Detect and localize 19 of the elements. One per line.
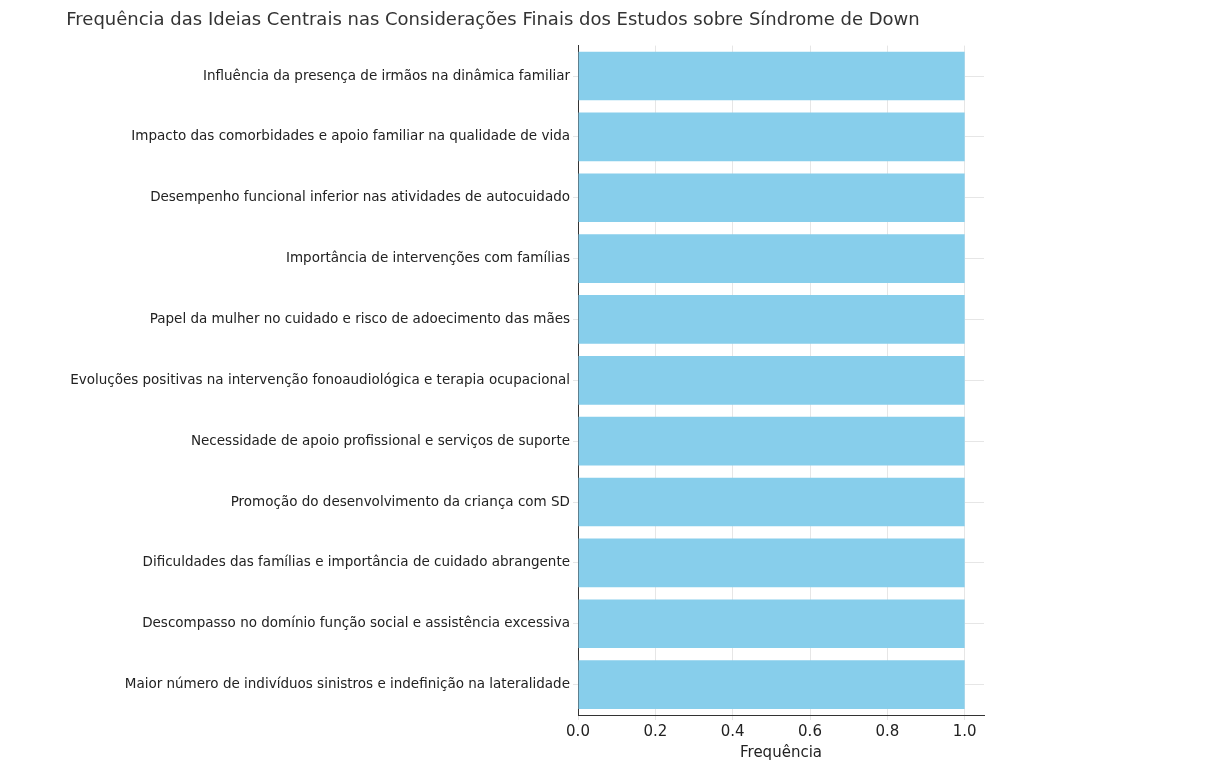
y-tick-label: Papel da mulher no cuidado e risco de adoecimento das mães	[149, 309, 570, 326]
y-tick-label: Desempenho funcional inferior nas atividades de autocuidado	[150, 188, 570, 205]
y-tick-label: Influência da presença de irmãos na dinâmica familiar	[203, 66, 571, 83]
x-tick-label: 0.8	[875, 721, 900, 740]
chart-title: Frequência das Ideias Centrais nas Considerações Finais dos Estudos sobre Síndrome de Down	[66, 8, 920, 30]
x-axis-title: Frequência	[740, 742, 822, 761]
y-tick-label: Maior número de indivíduos sinistros e indefinição na lateralidade	[124, 675, 570, 692]
x-tick-label: 0.0	[566, 721, 590, 740]
y-tick-label: Descompasso no domínio função social e assistência excessiva	[142, 614, 570, 631]
y-tick-label: Evoluções positivas na intervenção fonoaudiológica e terapia ocupacional	[70, 370, 570, 387]
y-tick-label: Necessidade de apoio profissional e serviços de suporte	[190, 431, 570, 448]
x-tick-label: 0.4	[720, 721, 745, 740]
x-tick-label: 0.6	[798, 721, 822, 740]
y-tick-label: Importância de intervenções com famílias	[285, 249, 570, 266]
y-tick-label: Promoção do desenvolvimento da criança com SD	[230, 492, 570, 509]
x-tick-label: 0.2	[643, 721, 668, 740]
y-tick-label: Impacto das comorbidades e apoio familiar na qualidade de vida	[131, 127, 570, 144]
x-tick-label: 1.0	[952, 721, 977, 740]
y-tick-label: Dificuldades das famílias e importância de cuidado abrangente	[142, 553, 570, 570]
